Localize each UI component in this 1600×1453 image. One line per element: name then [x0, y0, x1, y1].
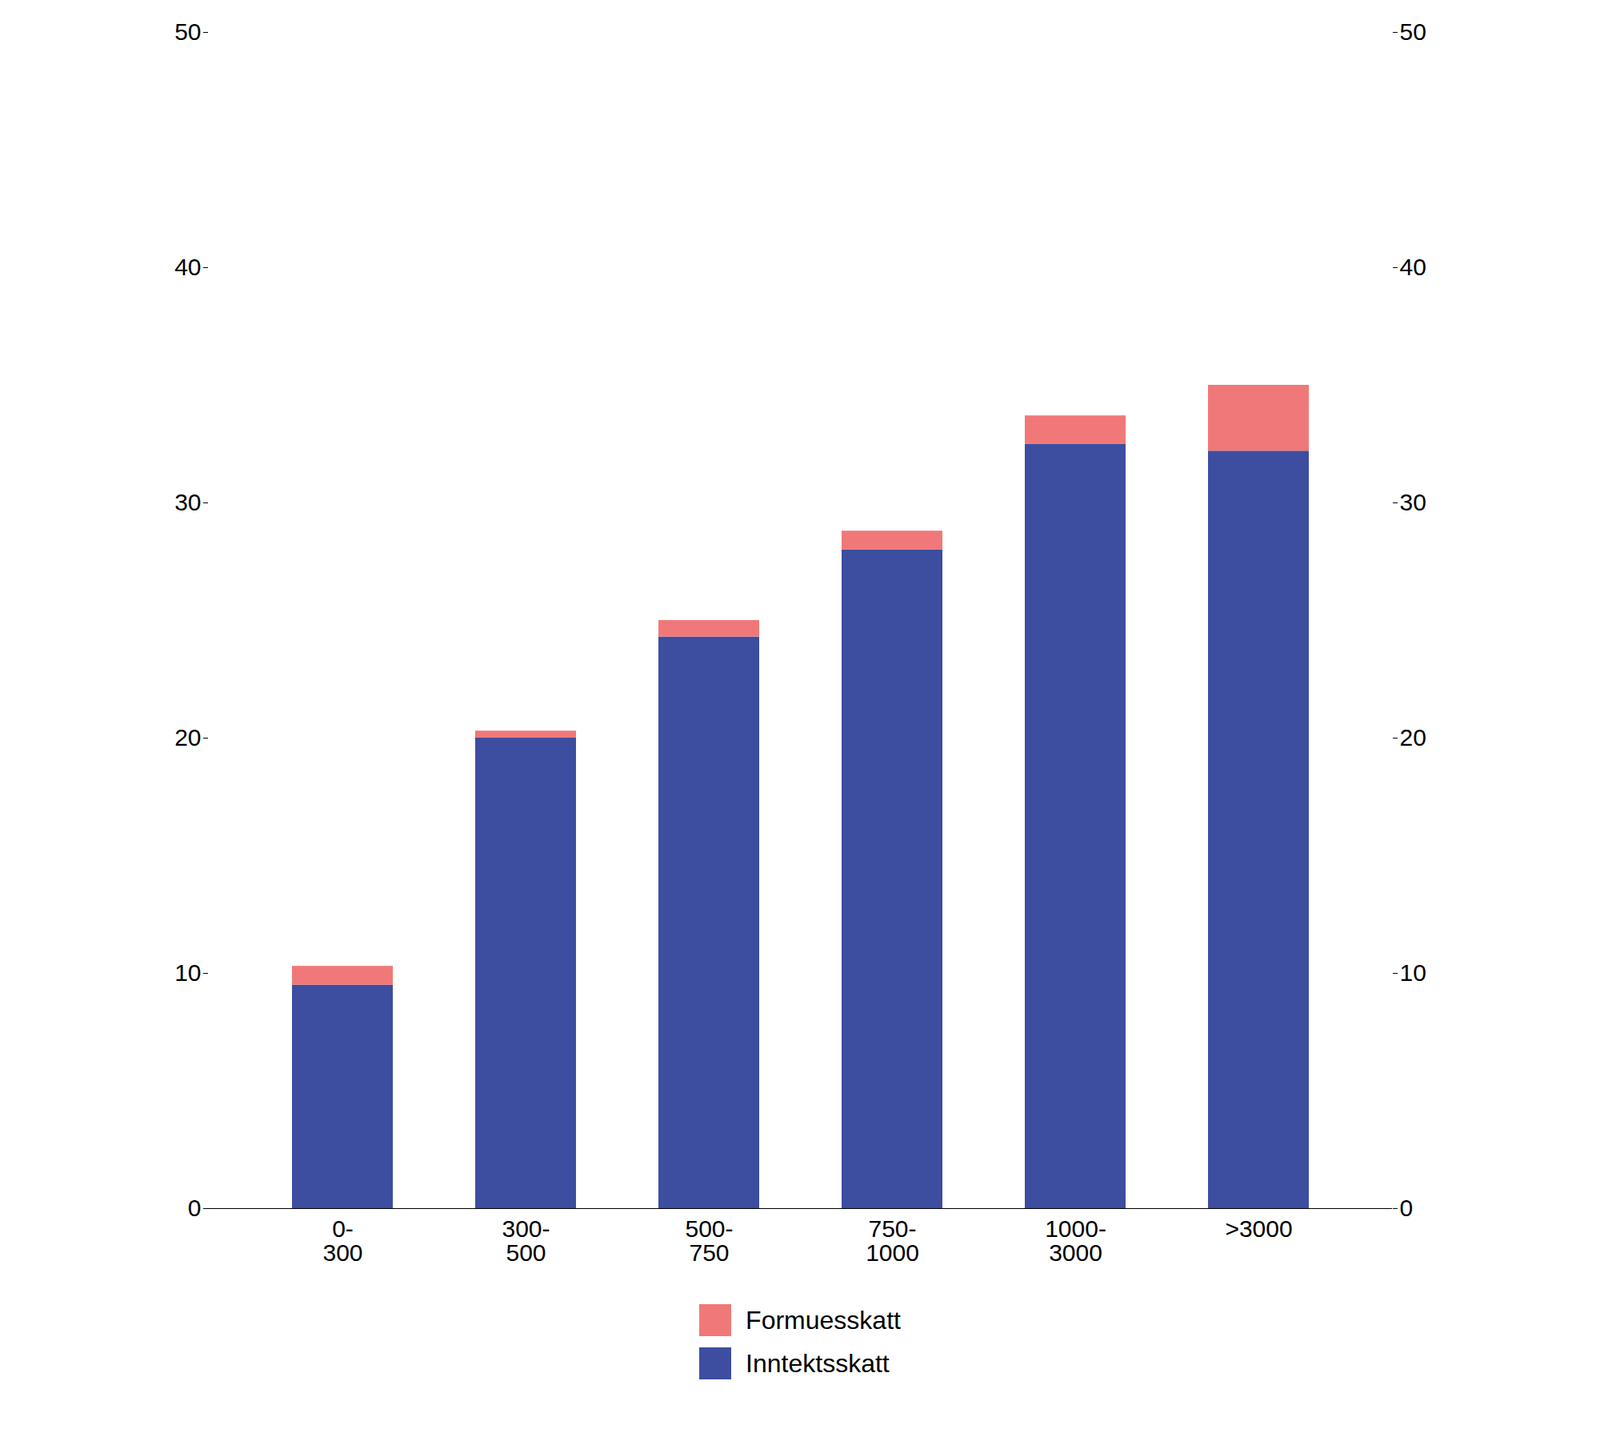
svg-text:20: 20 — [1400, 724, 1427, 751]
svg-text:40: 40 — [1400, 253, 1427, 280]
svg-text:0-300: 0-300 — [322, 1215, 363, 1266]
svg-text:30: 30 — [1400, 488, 1427, 516]
svg-text:0: 0 — [188, 1194, 202, 1221]
svg-text:750-1000: 750-1000 — [865, 1215, 920, 1266]
svg-text:0: 0 — [1400, 1194, 1414, 1221]
svg-text:50: 50 — [174, 18, 201, 45]
svg-text:1000-3000: 1000-3000 — [1044, 1215, 1107, 1266]
svg-text:>3000: >3000 — [1224, 1215, 1292, 1242]
svg-text:30: 30 — [174, 488, 201, 516]
html-text:Inntektsskatt: Inntektsskatt — [745, 1348, 890, 1378]
svg-text:300-500: 300-500 — [501, 1215, 550, 1266]
svg-text:500-750: 500-750 — [684, 1215, 733, 1266]
svg-text:40: 40 — [174, 253, 201, 280]
html-text:Formuesskatt: Formuesskatt — [745, 1305, 901, 1334]
svg-text:50: 50 — [1400, 18, 1427, 45]
svg-text:10: 10 — [1400, 959, 1427, 986]
svg-text:20: 20 — [174, 724, 201, 751]
svg-text:10: 10 — [174, 959, 201, 986]
